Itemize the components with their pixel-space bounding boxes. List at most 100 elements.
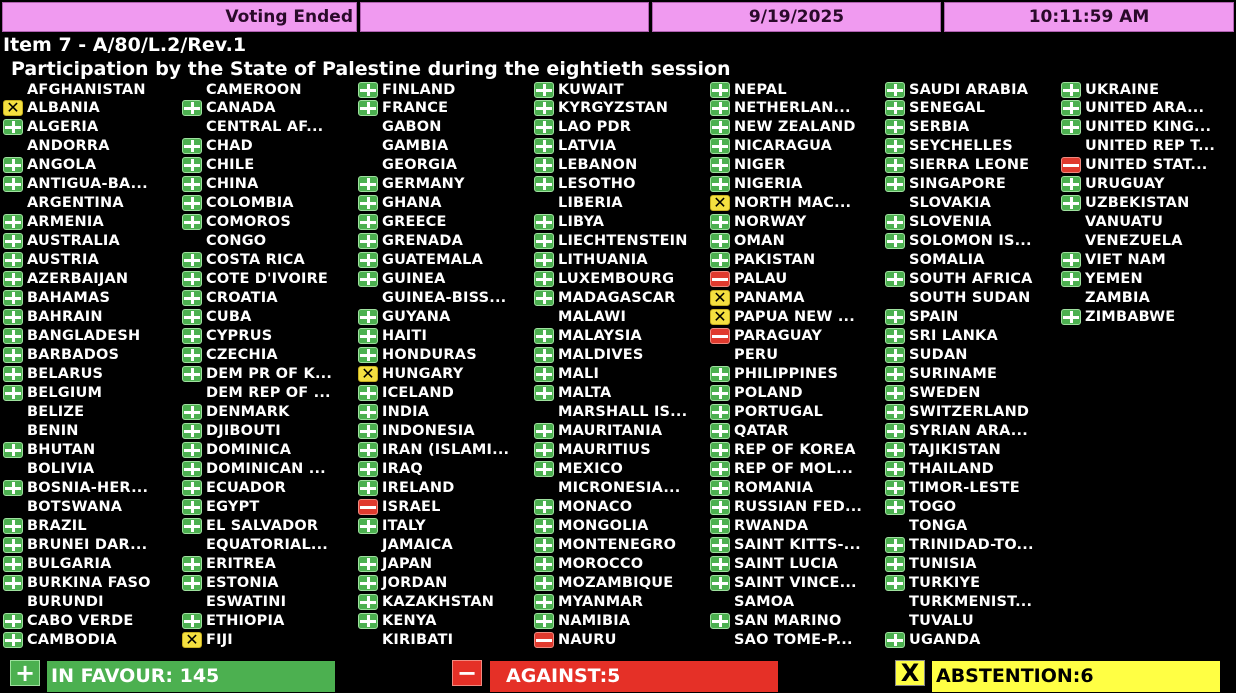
country-row: REP OF KOREA: [710, 440, 856, 459]
country-row: MARSHALL IS...: [534, 402, 687, 421]
country-row: MALTA: [534, 384, 611, 403]
country-name: ARMENIA: [27, 214, 104, 231]
country-name: CHINA: [206, 176, 259, 193]
country-row: SPAIN: [885, 308, 959, 327]
country-row: ECUADOR: [182, 478, 286, 497]
country-row: OMAN: [710, 232, 785, 251]
country-row: AFGHANISTAN: [3, 80, 146, 99]
country-row: THAILAND: [885, 459, 994, 478]
country-name: KAZAKHSTAN: [382, 593, 495, 610]
country-row: ITALY: [358, 516, 426, 535]
country-name: BRUNEI DAR...: [27, 536, 148, 553]
in-favour-icon: [3, 290, 23, 307]
country-name: MYANMAR: [558, 593, 644, 610]
country-name: COLOMBIA: [206, 195, 294, 212]
country-name: DOMINICA: [206, 441, 292, 458]
in-favour-icon: [358, 309, 378, 326]
country-row: KUWAIT: [534, 80, 624, 99]
country-name: MOROCCO: [558, 555, 644, 572]
country-name: YEMEN: [1085, 271, 1143, 288]
no-vote-icon: [534, 404, 554, 420]
in-favour-icon: [534, 214, 554, 231]
in-favour-icon: [182, 252, 202, 269]
country-name: BANGLADESH: [27, 328, 141, 345]
country-name: DEM PR OF K...: [206, 366, 333, 383]
country-row: NICARAGUA: [710, 137, 832, 156]
country-name: REP OF MOL...: [734, 460, 854, 477]
no-vote-icon: [3, 138, 23, 154]
in-favour-icon: [534, 574, 554, 591]
in-favour-icon: [885, 328, 905, 345]
country-row: BULGARIA: [3, 554, 112, 573]
country-name: LITHUANIA: [558, 252, 648, 269]
country-row: SWEDEN: [885, 384, 981, 403]
country-row: VIET NAM: [1061, 251, 1166, 270]
country-name: INDONESIA: [382, 422, 475, 439]
country-name: ESWATINI: [206, 593, 287, 610]
country-row: SWITZERLAND: [885, 402, 1029, 421]
country-name: NIGER: [734, 157, 786, 174]
country-row: TUNISIA: [885, 554, 977, 573]
voting-status: Voting Ended: [2, 2, 357, 32]
in-favour-icon: [534, 176, 554, 193]
in-favour-icon: [3, 271, 23, 288]
country-name: MALAYSIA: [558, 328, 642, 345]
in-favour-icon: [358, 555, 378, 572]
abstention-x-icon: X: [895, 660, 925, 686]
in-favour-icon: [710, 612, 730, 629]
country-name: CAMEROON: [206, 81, 302, 98]
in-favour-icon: [534, 328, 554, 345]
in-favour-icon: [358, 271, 378, 288]
country-name: BENIN: [27, 422, 79, 439]
country-row: SAN MARINO: [710, 611, 842, 630]
country-row: SEYCHELLES: [885, 137, 1013, 156]
in-favour-icon: [534, 100, 554, 117]
country-name: PAKISTAN: [734, 252, 816, 269]
in-favour-icon: [885, 536, 905, 553]
country-name: FIJI: [206, 631, 233, 648]
country-name: CHILE: [206, 157, 255, 174]
country-row: QATAR: [710, 421, 789, 440]
country-row: GABON: [358, 118, 442, 137]
country-row: UNITED STAT...: [1061, 156, 1208, 175]
country-name: NAURU: [558, 631, 617, 648]
in-favour-icon: [182, 290, 202, 307]
country-name: QATAR: [734, 422, 789, 439]
in-favour-icon: [3, 612, 23, 629]
country-name: AFGHANISTAN: [27, 81, 146, 98]
in-favour-icon: [534, 347, 554, 364]
no-vote-icon: [885, 613, 905, 629]
country-row: KAZAKHSTAN: [358, 592, 494, 611]
country-name: GHANA: [382, 195, 442, 212]
country-name: UNITED STAT...: [1085, 157, 1208, 174]
country-name: DEM REP OF ...: [206, 385, 331, 402]
no-vote-icon: [182, 233, 202, 249]
country-name: MONGOLIA: [558, 517, 649, 534]
country-name: SLOVENIA: [909, 214, 992, 231]
country-name: GAMBIA: [382, 138, 449, 155]
no-vote-icon: [3, 195, 23, 211]
country-name: MOZAMBIQUE: [558, 574, 674, 591]
country-row: URUGUAY: [1061, 175, 1165, 194]
abstention-icon: ✕: [182, 631, 202, 648]
country-row: SAINT KITTS-...: [710, 535, 861, 554]
country-name: BOLIVIA: [27, 460, 95, 477]
country-row: VENEZUELA: [1061, 232, 1183, 251]
country-row: LUXEMBOURG: [534, 270, 674, 289]
in-favour-icon: [3, 555, 23, 572]
in-favour-icon: [358, 422, 378, 439]
in-favour-icon: [358, 612, 378, 629]
country-row: TRINIDAD-TO...: [885, 535, 1034, 554]
country-row: DOMINICA: [182, 440, 291, 459]
country-name: SINGAPORE: [909, 176, 1006, 193]
country-row: UZBEKISTAN: [1061, 194, 1189, 213]
country-name: TUVALU: [909, 612, 974, 629]
country-name: SWITZERLAND: [909, 403, 1030, 420]
country-row: SOLOMON IS...: [885, 232, 1032, 251]
country-row: BANGLADESH: [3, 327, 140, 346]
country-name: CABO VERDE: [27, 612, 134, 629]
in-favour-icon: [182, 347, 202, 364]
in-favour-icon: [182, 422, 202, 439]
country-name: REP OF KOREA: [734, 441, 856, 458]
country-name: GREECE: [382, 214, 447, 231]
